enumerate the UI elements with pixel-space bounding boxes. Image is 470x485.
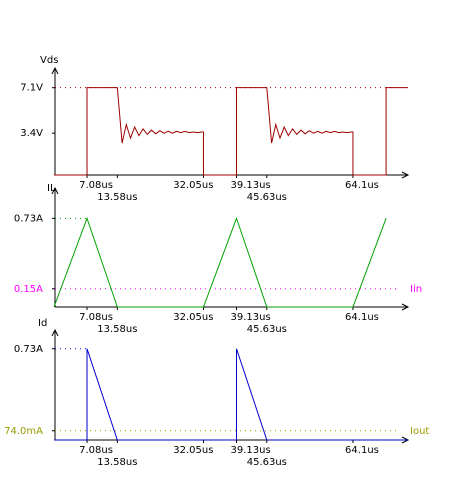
y-tick-label: 0.15A (14, 284, 43, 295)
y-tick-label: 0.73A (14, 213, 43, 224)
y-axis-label: Id (38, 318, 47, 329)
y-tick-label: 0.73A (14, 344, 43, 355)
x-tick-label: 32.05us (173, 445, 213, 456)
x-tick-label: 39.13us (231, 445, 271, 456)
x-tick-label: 7.08us (79, 312, 113, 323)
waveform (54, 348, 408, 441)
reference-label: Iout (410, 426, 429, 437)
x-tick-label: 64.1us (345, 445, 379, 456)
x-tick-label: 64.1us (345, 312, 379, 323)
y-tick-label: 3.4V (20, 128, 43, 139)
y-axis-arrow (51, 328, 59, 337)
waveform (53, 216, 387, 308)
x-tick-label: 7.08us (79, 445, 113, 456)
x-tick-label: 13.58us (97, 457, 137, 468)
y-axis-label: Vds (40, 55, 58, 66)
x-tick-label: 13.58us (97, 324, 137, 335)
x-tick-label: 39.13us (231, 180, 271, 191)
x-tick-label: 45.63us (247, 192, 287, 203)
reference-label: Iin (410, 284, 422, 295)
x-tick-label: 64.1us (345, 180, 379, 191)
y-axis-label: IL (47, 183, 56, 194)
x-axis-arrow (401, 171, 410, 179)
waveform (54, 87, 408, 176)
x-tick-label: 32.05us (173, 312, 213, 323)
x-tick-label: 13.58us (97, 192, 137, 203)
x-axis-arrow (401, 303, 410, 311)
x-tick-label: 45.63us (247, 324, 287, 335)
y-axis-arrow (51, 186, 59, 195)
x-tick-label: 32.05us (173, 180, 213, 191)
x-tick-label: 39.13us (231, 312, 271, 323)
x-tick-label: 45.63us (247, 457, 287, 468)
y-tick-label: 74.0mA (4, 426, 43, 437)
y-axis-arrow (51, 66, 59, 75)
y-tick-label: 7.1V (20, 83, 43, 94)
x-tick-label: 7.08us (79, 180, 113, 191)
